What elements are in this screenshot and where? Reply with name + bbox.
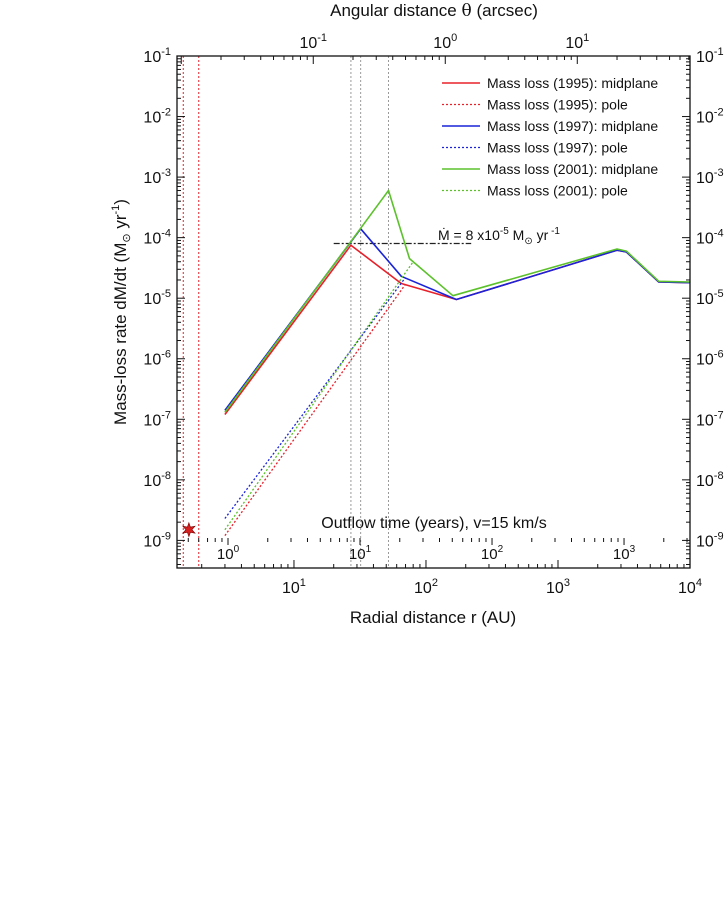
y-tick-label-right: 10-5 <box>696 288 724 308</box>
time-tick-label: 103 <box>613 544 636 563</box>
legend-label: Mass loss (1995): midplane <box>487 75 658 91</box>
series-line-1 <box>224 283 407 536</box>
legend-label: Mass loss (1997): midplane <box>487 118 658 134</box>
x-tick-label: 103 <box>546 577 570 597</box>
y-tick-label: 10-8 <box>143 470 171 490</box>
mdot-annotation: Ṁ = 8 x10-5 M⊙ yr -1 <box>438 226 560 247</box>
legend-label: Mass loss (2001): midplane <box>487 161 658 177</box>
legend-label: Mass loss (1995): pole <box>487 97 628 113</box>
series-line-5 <box>224 261 414 531</box>
y-tick-label-right: 10-1 <box>696 46 724 66</box>
legend-label: Mass loss (1997): pole <box>487 140 628 156</box>
star-marker <box>181 521 196 538</box>
axes-layer: 10-1 10-1 10-2 10-2 10-3 10-3 10-4 10-4 10-5 10-5… <box>143 32 723 597</box>
x-tick-label: 101 <box>282 577 306 597</box>
time-tick-label: 102 <box>481 544 504 563</box>
y-tick-label-right: 10-2 <box>696 107 724 127</box>
y-tick-label: 10-9 <box>143 530 171 550</box>
series-line-3 <box>224 277 407 519</box>
y-tick-label-right: 10-6 <box>696 349 724 369</box>
y-tick-label: 10-4 <box>143 228 171 248</box>
y-tick-label: 10-6 <box>143 349 171 369</box>
y-tick-label: 10-7 <box>143 409 171 429</box>
y-tick-label-right: 10-9 <box>696 530 724 550</box>
time-tick-label: 101 <box>349 544 372 563</box>
series-layer <box>181 189 691 538</box>
x-tick-label: 104 <box>678 577 702 597</box>
top-axis-title: Angular distance θ (arcsec) <box>330 1 538 21</box>
outflow-time-label: Outflow time (years), v=15 km/s <box>321 515 546 532</box>
y-tick-label: 10-2 <box>143 107 171 127</box>
y-tick-label-right: 10-4 <box>696 228 724 248</box>
y-tick-label-right: 10-8 <box>696 470 724 490</box>
y-tick-label: 10-3 <box>143 167 171 187</box>
y-tick-label: 10-1 <box>143 46 171 66</box>
y-axis-title: Mass-loss rate dM/dt (M⊙ yr-1) <box>110 199 133 425</box>
y-tick-label-right: 10-7 <box>696 409 724 429</box>
series-line-4 <box>224 189 691 413</box>
top-tick-label: 100 <box>433 32 457 52</box>
series-line-0 <box>224 244 691 415</box>
top-tick-label: 101 <box>565 32 589 52</box>
y-tick-label-right: 10-3 <box>696 167 724 187</box>
y-tick-label: 10-5 <box>143 288 171 308</box>
legend: Mass loss (1995): midplane Mass loss (199… <box>442 75 658 199</box>
x-axis-title: Radial distance r (AU) <box>350 608 516 627</box>
time-tick-label: 100 <box>217 544 240 563</box>
legend-label: Mass loss (2001): pole <box>487 183 628 199</box>
x-tick-label: 102 <box>414 577 438 597</box>
marker-layer <box>182 56 472 568</box>
top-tick-label: 10-1 <box>299 32 327 52</box>
